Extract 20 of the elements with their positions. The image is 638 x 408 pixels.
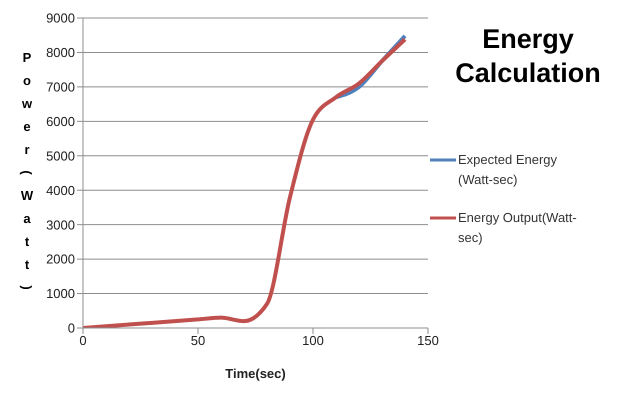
y-tick-label: 6000 bbox=[46, 114, 75, 129]
y-tick-label: 1000 bbox=[46, 286, 75, 302]
x-tick-label: 100 bbox=[302, 333, 324, 348]
x-axis-title: Time(sec) bbox=[225, 366, 286, 381]
y-tick-label: 0 bbox=[68, 320, 75, 336]
y-tick-label: 8000 bbox=[46, 45, 75, 60]
y-tick-label: 4000 bbox=[46, 182, 75, 198]
y-tick-label: 9000 bbox=[46, 10, 75, 26]
x-tick-label: 50 bbox=[190, 333, 206, 348]
text: Energy Calculation bbox=[454, 23, 602, 90]
x-tick-label: 150 bbox=[417, 333, 439, 348]
legend-label: Energy Output(Watt-sec) bbox=[458, 209, 578, 247]
x-tick-label: 0 bbox=[79, 333, 87, 348]
y-tick-label: 2000 bbox=[46, 252, 75, 267]
line-series bbox=[83, 37, 407, 328]
y-tick-label: 7000 bbox=[46, 80, 75, 95]
y-tick-label: 3000 bbox=[46, 217, 75, 232]
y-tick-label: 5000 bbox=[46, 148, 75, 164]
text: Power(Watt) bbox=[20, 50, 34, 290]
legend-label: Expected Energy (Watt-sec) bbox=[458, 151, 558, 189]
